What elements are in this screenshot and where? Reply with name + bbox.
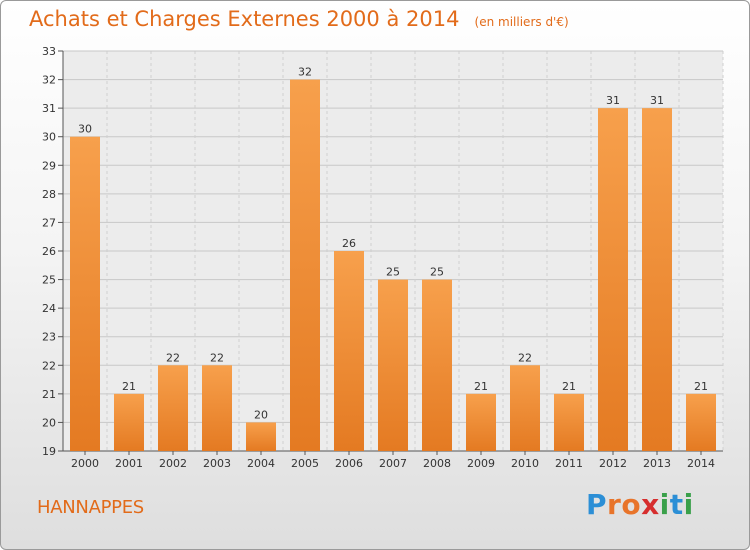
commune-name: HANNAPPES [37, 497, 144, 518]
y-tick-label: 22 [42, 359, 56, 372]
y-tick-label: 31 [42, 102, 56, 115]
bar-2012 [598, 108, 628, 452]
y-tick-label: 20 [42, 416, 56, 429]
x-tick-label-2005: 2005 [291, 457, 319, 470]
x-tick-label-2003: 2003 [203, 457, 231, 470]
bar-2008 [422, 279, 452, 451]
bar-2014 [686, 393, 716, 451]
y-tick-label: 29 [42, 159, 56, 172]
data-label-2011: 21 [562, 380, 576, 393]
y-tick-label: 23 [42, 331, 56, 344]
data-label-2004: 20 [254, 408, 268, 421]
chart-title: Achats et Charges Externes 2000 à 2014 [29, 7, 460, 31]
bar-2003 [202, 365, 232, 451]
bar-2000 [70, 136, 100, 451]
data-label-2000: 30 [78, 123, 92, 136]
y-tick-label: 24 [42, 302, 56, 315]
x-tick-label-2012: 2012 [599, 457, 627, 470]
y-tick-label: 21 [42, 388, 56, 401]
bar-2007 [378, 279, 408, 451]
x-tick-label-2010: 2010 [511, 457, 539, 470]
proxiti-logo: Proxiti [586, 488, 694, 521]
data-label-2002: 22 [166, 351, 180, 364]
y-tick-label: 19 [42, 445, 56, 458]
data-label-2001: 21 [122, 380, 136, 393]
bar-2004 [246, 422, 276, 451]
y-tick-label: 27 [42, 216, 56, 229]
y-tick-label: 25 [42, 274, 56, 287]
x-tick-label-2001: 2001 [115, 457, 143, 470]
labels: 30 2000 21 2001 22 2002 22 2003 20 2004 32 2005 26 20… [71, 66, 715, 470]
x-tick-label-2004: 2004 [247, 457, 275, 470]
y-tick-label: 33 [42, 45, 56, 58]
x-tick-label-2008: 2008 [423, 457, 451, 470]
bar-2010 [510, 365, 540, 451]
bar-2002 [158, 365, 188, 451]
x-tick-label-2002: 2002 [159, 457, 187, 470]
data-label-2012: 31 [606, 94, 620, 107]
x-tick-label-2007: 2007 [379, 457, 407, 470]
x-tick-label-2013: 2013 [643, 457, 671, 470]
data-label-2007: 25 [386, 266, 400, 279]
data-label-2013: 31 [650, 94, 664, 107]
bar-2006 [334, 251, 364, 451]
data-label-2008: 25 [430, 266, 444, 279]
x-tick-label-2014: 2014 [687, 457, 715, 470]
bar-2009 [466, 393, 496, 451]
data-label-2006: 26 [342, 237, 356, 250]
bars [70, 79, 716, 452]
y-tick-label: 32 [42, 74, 56, 87]
data-label-2009: 21 [474, 380, 488, 393]
data-label-2005: 32 [298, 66, 312, 79]
y-tick-label: 30 [42, 131, 56, 144]
data-label-2014: 21 [694, 380, 708, 393]
x-tick-label-2000: 2000 [71, 457, 99, 470]
x-tick-label-2011: 2011 [555, 457, 583, 470]
title-line: Achats et Charges Externes 2000 à 2014 (… [29, 7, 569, 31]
data-label-2003: 22 [210, 351, 224, 364]
data-label-2010: 22 [518, 351, 532, 364]
bar-2005 [290, 79, 320, 452]
y-tick-label: 26 [42, 245, 56, 258]
y-tick-label: 28 [42, 188, 56, 201]
bar-2011 [554, 393, 584, 451]
x-tick-label-2006: 2006 [335, 457, 363, 470]
bar-2013 [642, 108, 672, 452]
bar-2001 [114, 393, 144, 451]
x-tick-label-2009: 2009 [467, 457, 495, 470]
chart-subtitle: (en milliers d'€) [474, 15, 569, 29]
